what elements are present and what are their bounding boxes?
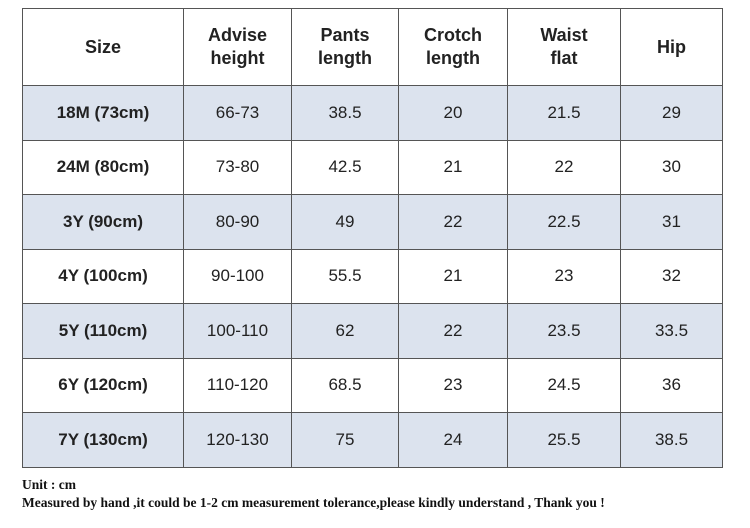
header-text: Waist flat (540, 25, 588, 68)
value-cell: 23 (398, 357, 508, 413)
value-cell: 110-120 (183, 357, 292, 413)
size-cell: 18M (73cm) (22, 85, 184, 141)
header-text: Advise height (207, 25, 268, 68)
value-cell: 90-100 (183, 248, 292, 304)
size-cell: 3Y (90cm) (22, 194, 184, 250)
value-cell: 23.5 (507, 303, 621, 359)
unit-note: Unit : cm (22, 477, 76, 492)
table-row: 18M (73cm) 66-73 38.5 20 21.5 29 (22, 85, 723, 141)
table-row: 24M (80cm) 73-80 42.5 21 22 30 (22, 139, 723, 195)
value-cell: 36 (620, 357, 723, 413)
value-cell: 29 (620, 85, 723, 141)
header-cell: Hip (620, 8, 723, 86)
table-row: 5Y (110cm) 100-110 62 22 23.5 33.5 (22, 303, 723, 359)
header-text: Crotch length (424, 25, 482, 68)
value-cell: 22.5 (507, 194, 621, 250)
value-cell: 38.5 (620, 412, 723, 468)
table-row: 3Y (90cm) 80-90 49 22 22.5 31 (22, 194, 723, 250)
value-cell: 23 (507, 248, 621, 304)
header-text: Pants length (318, 25, 372, 68)
value-cell: 66-73 (183, 85, 292, 141)
value-cell: 42.5 (291, 139, 399, 195)
value-cell: 31 (620, 194, 723, 250)
value-cell: 22 (398, 303, 508, 359)
value-cell: 38.5 (291, 85, 399, 141)
value-cell: 21 (398, 139, 508, 195)
header-cell: Advise height (183, 8, 292, 86)
value-cell: 30 (620, 139, 723, 195)
value-cell: 24.5 (507, 357, 621, 413)
table-body: 18M (73cm) 66-73 38.5 20 21.5 29 24M (80cm) 73-… (22, 85, 723, 468)
header-cell: Pants length (291, 8, 399, 86)
header-cell: Size (22, 8, 184, 86)
size-cell: 5Y (110cm) (22, 303, 184, 359)
header-cell: Crotch length (398, 8, 508, 86)
value-cell: 68.5 (291, 357, 399, 413)
value-cell: 33.5 (620, 303, 723, 359)
header-row: Size Advise height Pants length Crotch leng… (22, 8, 723, 86)
tolerance-note: Measured by hand ,it could be 1-2 cm mea… (22, 495, 605, 510)
size-cell: 24M (80cm) (22, 139, 184, 195)
size-cell: 6Y (120cm) (22, 357, 184, 413)
value-cell: 21 (398, 248, 508, 304)
value-cell: 100-110 (183, 303, 292, 359)
value-cell: 25.5 (507, 412, 621, 468)
value-cell: 32 (620, 248, 723, 304)
value-cell: 75 (291, 412, 399, 468)
table-row: 7Y (130cm) 120-130 75 24 25.5 38.5 (22, 412, 723, 468)
value-cell: 24 (398, 412, 508, 468)
value-cell: 22 (398, 194, 508, 250)
value-cell: 55.5 (291, 248, 399, 304)
value-cell: 20 (398, 85, 508, 141)
value-cell: 21.5 (507, 85, 621, 141)
table-row: 6Y (120cm) 110-120 68.5 23 24.5 36 (22, 357, 723, 413)
value-cell: 120-130 (183, 412, 292, 468)
size-cell: 4Y (100cm) (22, 248, 184, 304)
size-table: Size Advise height Pants length Crotch leng… (22, 8, 723, 468)
value-cell: 73-80 (183, 139, 292, 195)
header-cell: Waist flat (507, 8, 621, 86)
header-text: Size (84, 36, 122, 57)
value-cell: 80-90 (183, 194, 292, 250)
header-text: Hip (657, 36, 686, 57)
table-row: 4Y (100cm) 90-100 55.5 21 23 32 (22, 248, 723, 304)
value-cell: 62 (291, 303, 399, 359)
value-cell: 49 (291, 194, 399, 250)
size-cell: 7Y (130cm) (22, 412, 184, 468)
value-cell: 22 (507, 139, 621, 195)
